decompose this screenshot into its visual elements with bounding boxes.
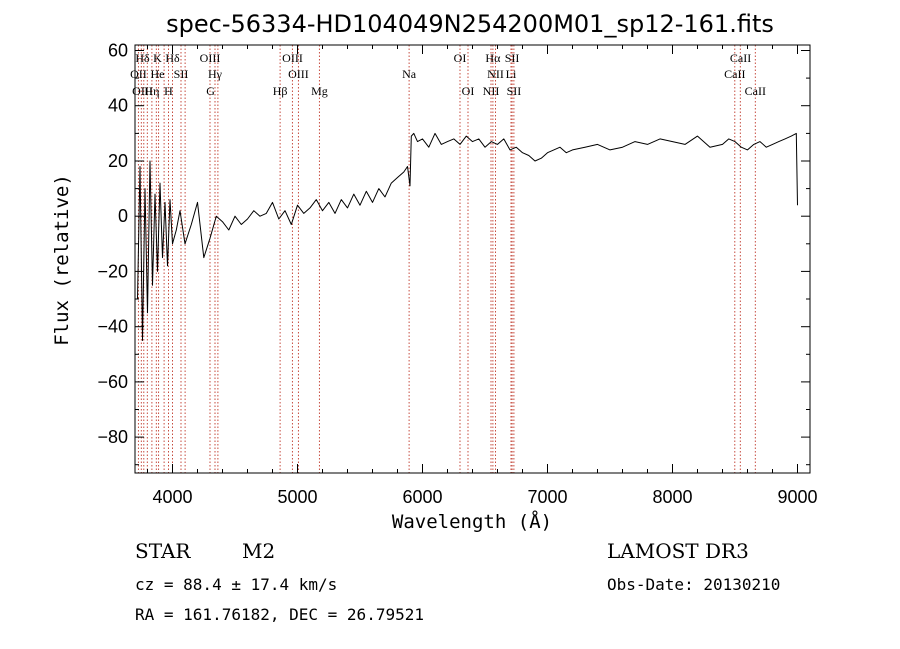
object-subclass: M2 (242, 539, 275, 563)
spectral-line-label: CaII (745, 84, 766, 98)
spectral-line-label: H (164, 84, 173, 98)
x-tick-label: 8000 (652, 487, 692, 507)
obs-date-text: Obs-Date: 20130210 (607, 575, 780, 594)
spectral-line-markers (137, 45, 756, 473)
plot-frame (134, 44, 811, 474)
spectral-line-label: He (151, 67, 165, 81)
spectral-line-label: Hγ (208, 67, 223, 81)
spectral-line-label: CaII (730, 51, 751, 65)
y-tick-label: −20 (97, 261, 128, 281)
spectral-line-label: SII (174, 67, 189, 81)
x-tick-label: 5000 (277, 487, 317, 507)
x-tick-label: 7000 (527, 487, 567, 507)
spectral-line-label: G (206, 84, 215, 98)
spectral-line-label: K (153, 51, 162, 65)
spectral-line-label: Li (506, 67, 517, 81)
redshift-text: cz = 88.4 ± 17.4 km/s (135, 575, 337, 594)
spectral-line-label: NII (483, 84, 500, 98)
y-tick-label: 0 (118, 206, 128, 226)
y-tick-label: −60 (97, 372, 128, 392)
chart-title: spec-56334-HD104049N254200M01_sp12-161.f… (166, 10, 774, 38)
spectral-line-label: CaII (724, 67, 745, 81)
spectral-line-labels: Hδ K Hδ OIII OIII OI Hα SII CaII OII He SII Hγ OIII Na… (130, 51, 766, 98)
survey-name: LAMOST DR3 (607, 539, 749, 563)
spectral-line-label: OIII (282, 51, 303, 65)
spectral-line-label: OI (454, 51, 467, 65)
y-tick-label: −40 (97, 317, 128, 337)
spectral-line-label: OIII (132, 84, 153, 98)
spectral-line-label: OI (462, 84, 475, 98)
spectral-line-label: OII (130, 67, 147, 81)
x-tick-label: 6000 (402, 487, 442, 507)
coords-text: RA = 161.76182, DEC = 26.79521 (135, 605, 424, 624)
spectral-line-label: Hδ (135, 51, 150, 65)
spectral-line-label: SII (507, 84, 522, 98)
y-tick-label: −80 (97, 427, 128, 447)
y-axis-label: Flux (relative) (51, 174, 73, 346)
flux-series (137, 132, 798, 341)
x-axis-label: Wavelength (Å) (392, 510, 552, 533)
x-axis: 4000 5000 6000 7000 8000 9000 (147, 45, 818, 507)
spectral-line-label: Mg (311, 84, 328, 98)
flux-line (137, 132, 798, 341)
x-tick-label: 4000 (152, 487, 192, 507)
spectral-line-label: SII (505, 51, 520, 65)
spectral-line-label: OIII (200, 51, 221, 65)
spectral-line-label: Hα (485, 51, 501, 65)
y-tick-label: 60 (108, 41, 128, 61)
object-class: STAR (135, 539, 191, 563)
spectral-line-label: Hβ (273, 84, 288, 98)
y-axis: −80 −60 −40 −20 0 20 40 60 (97, 41, 810, 466)
spectral-line-label: OIII (288, 67, 309, 81)
spectral-line-label: Na (402, 67, 417, 81)
y-tick-label: 20 (108, 151, 128, 171)
y-tick-label: 40 (108, 96, 128, 116)
spectral-line-label: Hδ (165, 51, 180, 65)
x-tick-label: 9000 (777, 487, 817, 507)
spectral-line-label: Hη (144, 84, 159, 98)
spectral-line-label: NII (487, 67, 504, 81)
